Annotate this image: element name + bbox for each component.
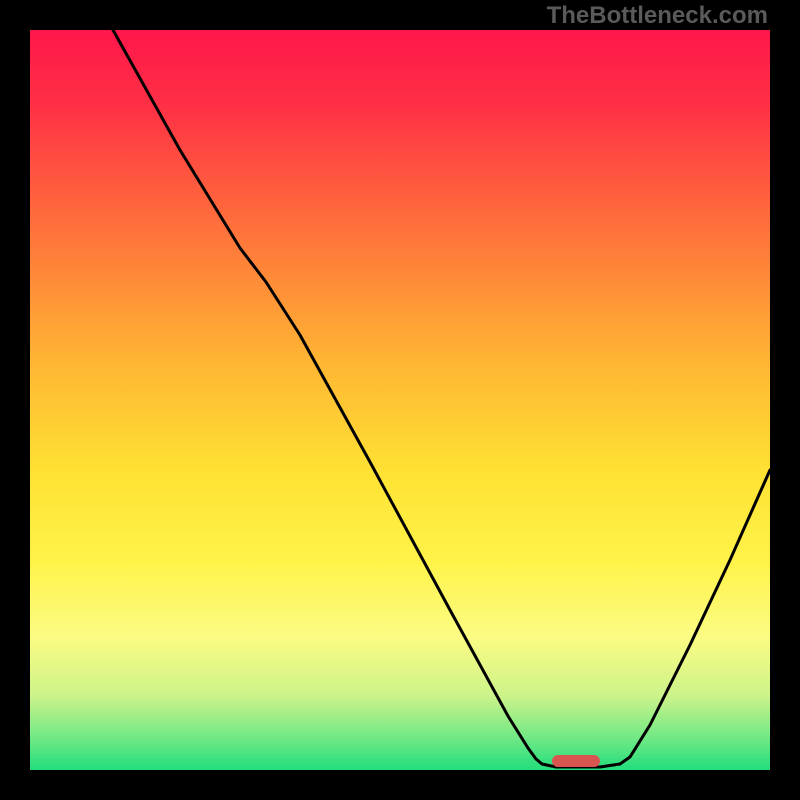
curve-polyline (113, 30, 770, 767)
optimal-marker (552, 755, 600, 767)
watermark-text: TheBottleneck.com (547, 2, 768, 30)
bottleneck-curve (30, 30, 770, 770)
chart-frame: TheBottleneck.com (0, 0, 800, 800)
